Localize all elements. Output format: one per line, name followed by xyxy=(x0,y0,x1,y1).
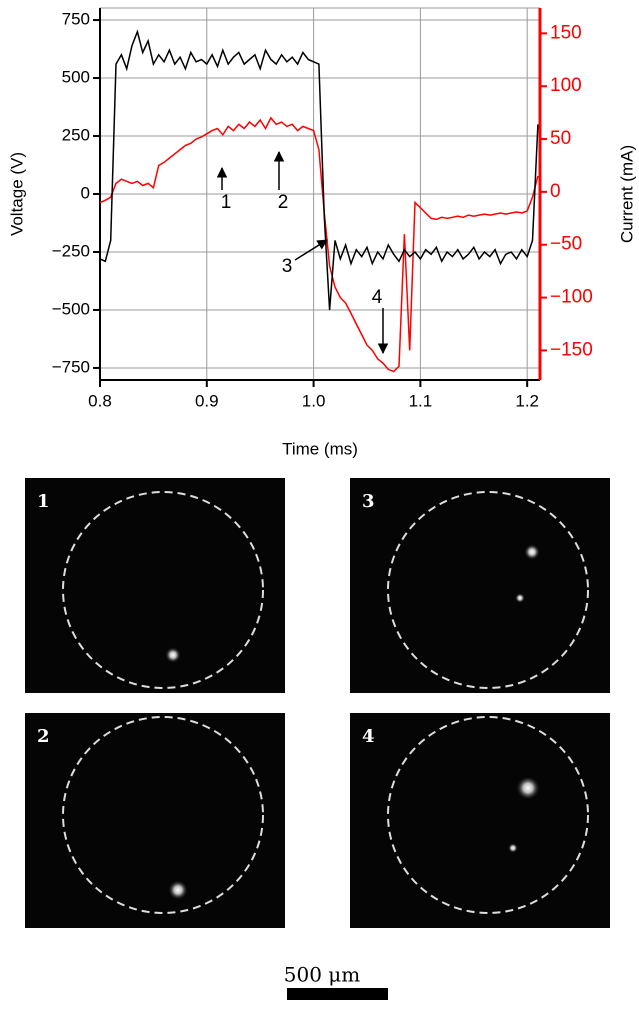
electrode-outline xyxy=(62,491,264,689)
y2-tick-label: 50 xyxy=(550,128,571,149)
y-tick-label: 250 xyxy=(62,126,90,145)
series-line xyxy=(99,116,539,373)
bright-spot xyxy=(508,843,518,853)
bright-spot xyxy=(168,880,188,900)
x-axis-label: Time (ms) xyxy=(282,439,358,458)
electrode-outline xyxy=(387,716,589,914)
bright-spot xyxy=(516,776,540,800)
y2-tick-label: −150 xyxy=(550,339,593,360)
panel-label: 1 xyxy=(37,491,50,512)
image-panel xyxy=(25,713,285,928)
y2-axis-label: Current (mA) xyxy=(617,145,636,243)
y2-tick-label: 100 xyxy=(550,75,582,96)
image-panel xyxy=(350,713,610,928)
y-tick-label: −750 xyxy=(52,357,90,376)
x-tick-label: 1.1 xyxy=(409,391,433,410)
y-tick-label: −250 xyxy=(52,241,90,260)
annotation-arrow xyxy=(294,239,328,261)
scale-bar-label: 500 μm xyxy=(284,963,361,987)
panel-label: 3 xyxy=(362,491,375,512)
electrode-outline xyxy=(387,491,589,689)
bright-spot xyxy=(165,647,181,663)
electrode-outline xyxy=(62,716,264,914)
x-tick-label: 0.9 xyxy=(195,391,219,410)
annotation: 2 xyxy=(278,192,289,213)
y-tick-label: 750 xyxy=(62,10,90,29)
bright-spot xyxy=(515,593,525,603)
y2-tick-label: 0 xyxy=(550,181,561,202)
x-tick-label: 1.0 xyxy=(302,391,326,410)
x-tick-label: 1.2 xyxy=(515,391,539,410)
x-tick-label: 0.8 xyxy=(88,391,112,410)
annotation: 1 xyxy=(221,192,232,213)
image-panel xyxy=(350,478,610,693)
panel-label: 4 xyxy=(362,726,375,747)
image-panel xyxy=(25,478,285,693)
panel-label: 2 xyxy=(37,726,50,747)
y2-tick-label: −50 xyxy=(550,234,582,255)
y-axis-label: Voltage (V) xyxy=(7,152,26,236)
series-line xyxy=(99,29,539,311)
y2-tick-label: 150 xyxy=(550,22,582,43)
annotation: 3 xyxy=(282,256,293,277)
scale-bar xyxy=(287,988,388,1000)
annotation: 4 xyxy=(372,287,383,308)
y-tick-label: 500 xyxy=(62,68,90,87)
y-tick-label: −500 xyxy=(52,299,90,318)
y-tick-label: 0 xyxy=(81,183,90,202)
bright-spot xyxy=(524,544,540,560)
y2-tick-label: −100 xyxy=(550,287,593,308)
